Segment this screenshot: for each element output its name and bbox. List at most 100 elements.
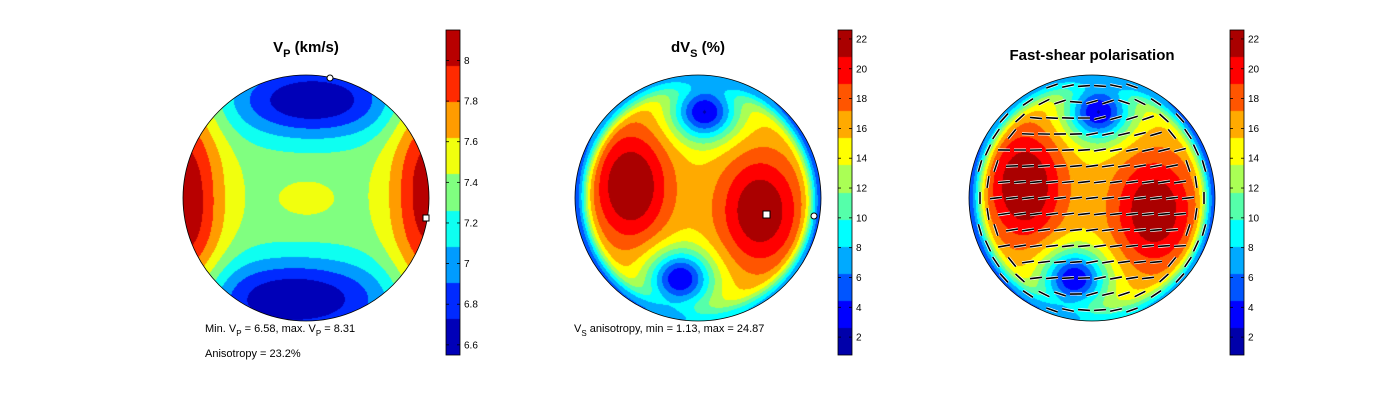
polarisation-tick [1029, 276, 1043, 280]
fast-shear-stereonet-outline [968, 74, 1216, 322]
polarisation-tick [1061, 180, 1075, 184]
polarisation-tick [1038, 290, 1050, 298]
polarisation-tick [1118, 291, 1130, 297]
polarisation-tick [997, 244, 1011, 248]
polarisation-tick [986, 175, 990, 189]
polarisation-tick [1061, 148, 1075, 152]
fast-shear-colorbar-tick-label: 16 [1248, 124, 1260, 135]
polarisation-tick [1142, 115, 1154, 121]
dvs-colorbar-tick-label: 4 [856, 303, 862, 314]
polarisation-tick [1085, 260, 1099, 264]
polarisation-tick [1126, 83, 1138, 89]
polarisation-tick [1141, 180, 1155, 184]
vp-anisotropy-note: Anisotropy = 23.2% [205, 348, 301, 360]
polarisation-tick [1015, 113, 1025, 123]
polarisation-tick [1109, 244, 1123, 248]
polarisation-tick [1184, 128, 1192, 140]
polarisation-tick [997, 180, 1011, 184]
dvs-colorbar-tick-label: 8 [856, 243, 862, 254]
polarisation-tick [1165, 196, 1179, 200]
dvs-colorbar-tick-label: 18 [856, 94, 868, 105]
polarisation-tick [1125, 212, 1139, 216]
fast-shear-colorbar-tick-label: 12 [1248, 184, 1260, 195]
polarisation-tick [1125, 276, 1139, 280]
polarisation-tick [1150, 290, 1162, 298]
vp-stereonet-outline [182, 74, 430, 322]
polarisation-tick [1133, 228, 1147, 232]
vp-colorbar-tick-label: 6.8 [464, 300, 478, 311]
fast-shear-title: Fast-shear polarisation [1009, 47, 1174, 64]
polarisation-tick [1141, 244, 1155, 248]
dvs-colorbar-tick-label: 10 [856, 213, 868, 224]
polarisation-tick [1029, 212, 1043, 216]
polarisation-tick [1126, 115, 1138, 121]
fast-shear-colorbar-tick-label: 10 [1248, 213, 1260, 224]
fast-shear-colorbar-tick-label: 2 [1248, 333, 1254, 344]
vp-title: VP (km/s) [273, 39, 339, 60]
polarisation-tick [1102, 99, 1114, 105]
dvs-colorbar-gradient [838, 30, 852, 355]
fast-shear-colorbar-tick-label: 8 [1248, 243, 1254, 254]
polarisation-tick [1029, 244, 1043, 248]
polarisation-tick [1159, 113, 1169, 123]
polarisation-ticks [976, 82, 1208, 314]
polarisation-tick [1007, 256, 1017, 268]
polarisation-tick [1165, 164, 1179, 168]
vp-minmax-note: Min. VP = 6.58, max. VP = 8.31 [205, 323, 355, 338]
polarisation-tick [1077, 308, 1091, 312]
polarisation-tick [997, 212, 1011, 216]
polarisation-tick [1149, 228, 1163, 232]
polarisation-tick [1013, 180, 1027, 184]
polarisation-tick [1109, 276, 1123, 280]
polarisation-tick [1013, 212, 1027, 216]
fast-shear-colorbar-tick-label: 14 [1248, 154, 1260, 165]
polarisation-tick [1109, 83, 1123, 89]
polarisation-tick [1201, 224, 1207, 236]
dvs-colorbar-tick-label: 2 [856, 333, 862, 344]
polarisation-tick [1029, 116, 1043, 120]
polarisation-tick [1045, 276, 1059, 280]
polarisation-tick [1185, 224, 1191, 236]
polarisation-tick [1133, 164, 1147, 168]
polarisation-tick [1054, 291, 1066, 297]
polarisation-tick [1069, 228, 1083, 232]
polarisation-tick [1061, 212, 1075, 216]
polarisation-tick [1117, 131, 1131, 137]
polarisation-tick [999, 273, 1009, 283]
polarisation-tick [1005, 228, 1019, 232]
polarisation-tick [1150, 131, 1162, 137]
polarisation-tick [1045, 244, 1059, 248]
vp-colorbar-tick-label: 8 [464, 56, 470, 67]
polarisation-tick [1045, 212, 1059, 216]
polarisation-tick [1165, 228, 1179, 232]
dvs-max-marker [762, 210, 771, 219]
polarisation-tick [1149, 260, 1163, 264]
fast-shear-colorbar-tick-label: 20 [1248, 64, 1260, 75]
polarisation-tick [1125, 148, 1139, 152]
polarisation-tick [1149, 196, 1163, 200]
dvs-colorbar-tick-label: 12 [856, 184, 868, 195]
polarisation-tick [1133, 260, 1147, 264]
vp-colorbar: 8 7.8 7.6 7.4 7.2 7 6.8 6.6 [445, 29, 478, 356]
polarisation-tick [1141, 276, 1155, 280]
vp-min-marker [422, 214, 430, 222]
polarisation-tick [1069, 164, 1083, 168]
polarisation-tick [1022, 98, 1034, 106]
polarisation-tick [984, 144, 992, 156]
polarisation-tick [1022, 290, 1034, 298]
polarisation-tick [1117, 196, 1131, 200]
polarisation-tick [1037, 164, 1051, 168]
polarisation-tick [1110, 115, 1122, 121]
polarisation-tick [1005, 164, 1019, 168]
polarisation-tick [1125, 244, 1139, 248]
polarisation-tick [1159, 273, 1169, 283]
polarisation-tick [1109, 307, 1123, 313]
polarisation-tick [1069, 260, 1083, 264]
panel-vp: VP (km/s) 8 7.8 7.6 7.4 7.2 7 6.8 6.6 Min. VP =… [182, 29, 478, 360]
polarisation-tick [1015, 273, 1025, 283]
polarisation-tick [1077, 148, 1091, 152]
polarisation-tick [1093, 115, 1107, 121]
fast-shear-colorbar-tick-label: 18 [1248, 94, 1260, 105]
polarisation-tick [1117, 164, 1131, 168]
polarisation-tick [1093, 308, 1107, 312]
